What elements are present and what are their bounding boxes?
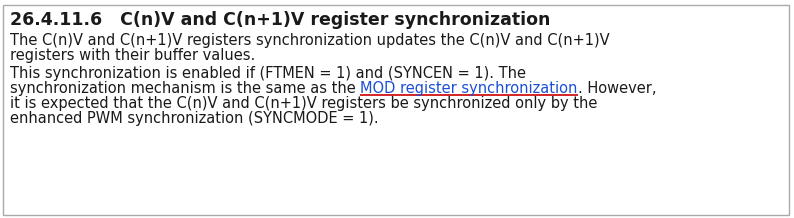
Text: This synchronization is enabled if (FTMEN = 1) and (SYNCEN = 1). The: This synchronization is enabled if (FTME… [10, 66, 526, 81]
Text: registers with their buffer values.: registers with their buffer values. [10, 48, 255, 63]
Text: The C(n)V and C(n+1)V registers synchronization updates the C(n)V and C(n+1)V: The C(n)V and C(n+1)V registers synchron… [10, 33, 610, 48]
FancyBboxPatch shape [3, 5, 789, 215]
Text: 26.4.11.6   C(n)V and C(n+1)V register synchronization: 26.4.11.6 C(n)V and C(n+1)V register syn… [10, 11, 550, 29]
Text: synchronization mechanism is the same as the: synchronization mechanism is the same as… [10, 81, 360, 96]
Text: . However,: . However, [578, 81, 657, 96]
Text: it is expected that the C(n)V and C(n+1)V registers be synchronized only by the: it is expected that the C(n)V and C(n+1)… [10, 96, 597, 111]
Text: MOD register synchronization: MOD register synchronization [360, 81, 578, 96]
Text: enhanced PWM synchronization (SYNCMODE = 1).: enhanced PWM synchronization (SYNCMODE =… [10, 111, 379, 126]
